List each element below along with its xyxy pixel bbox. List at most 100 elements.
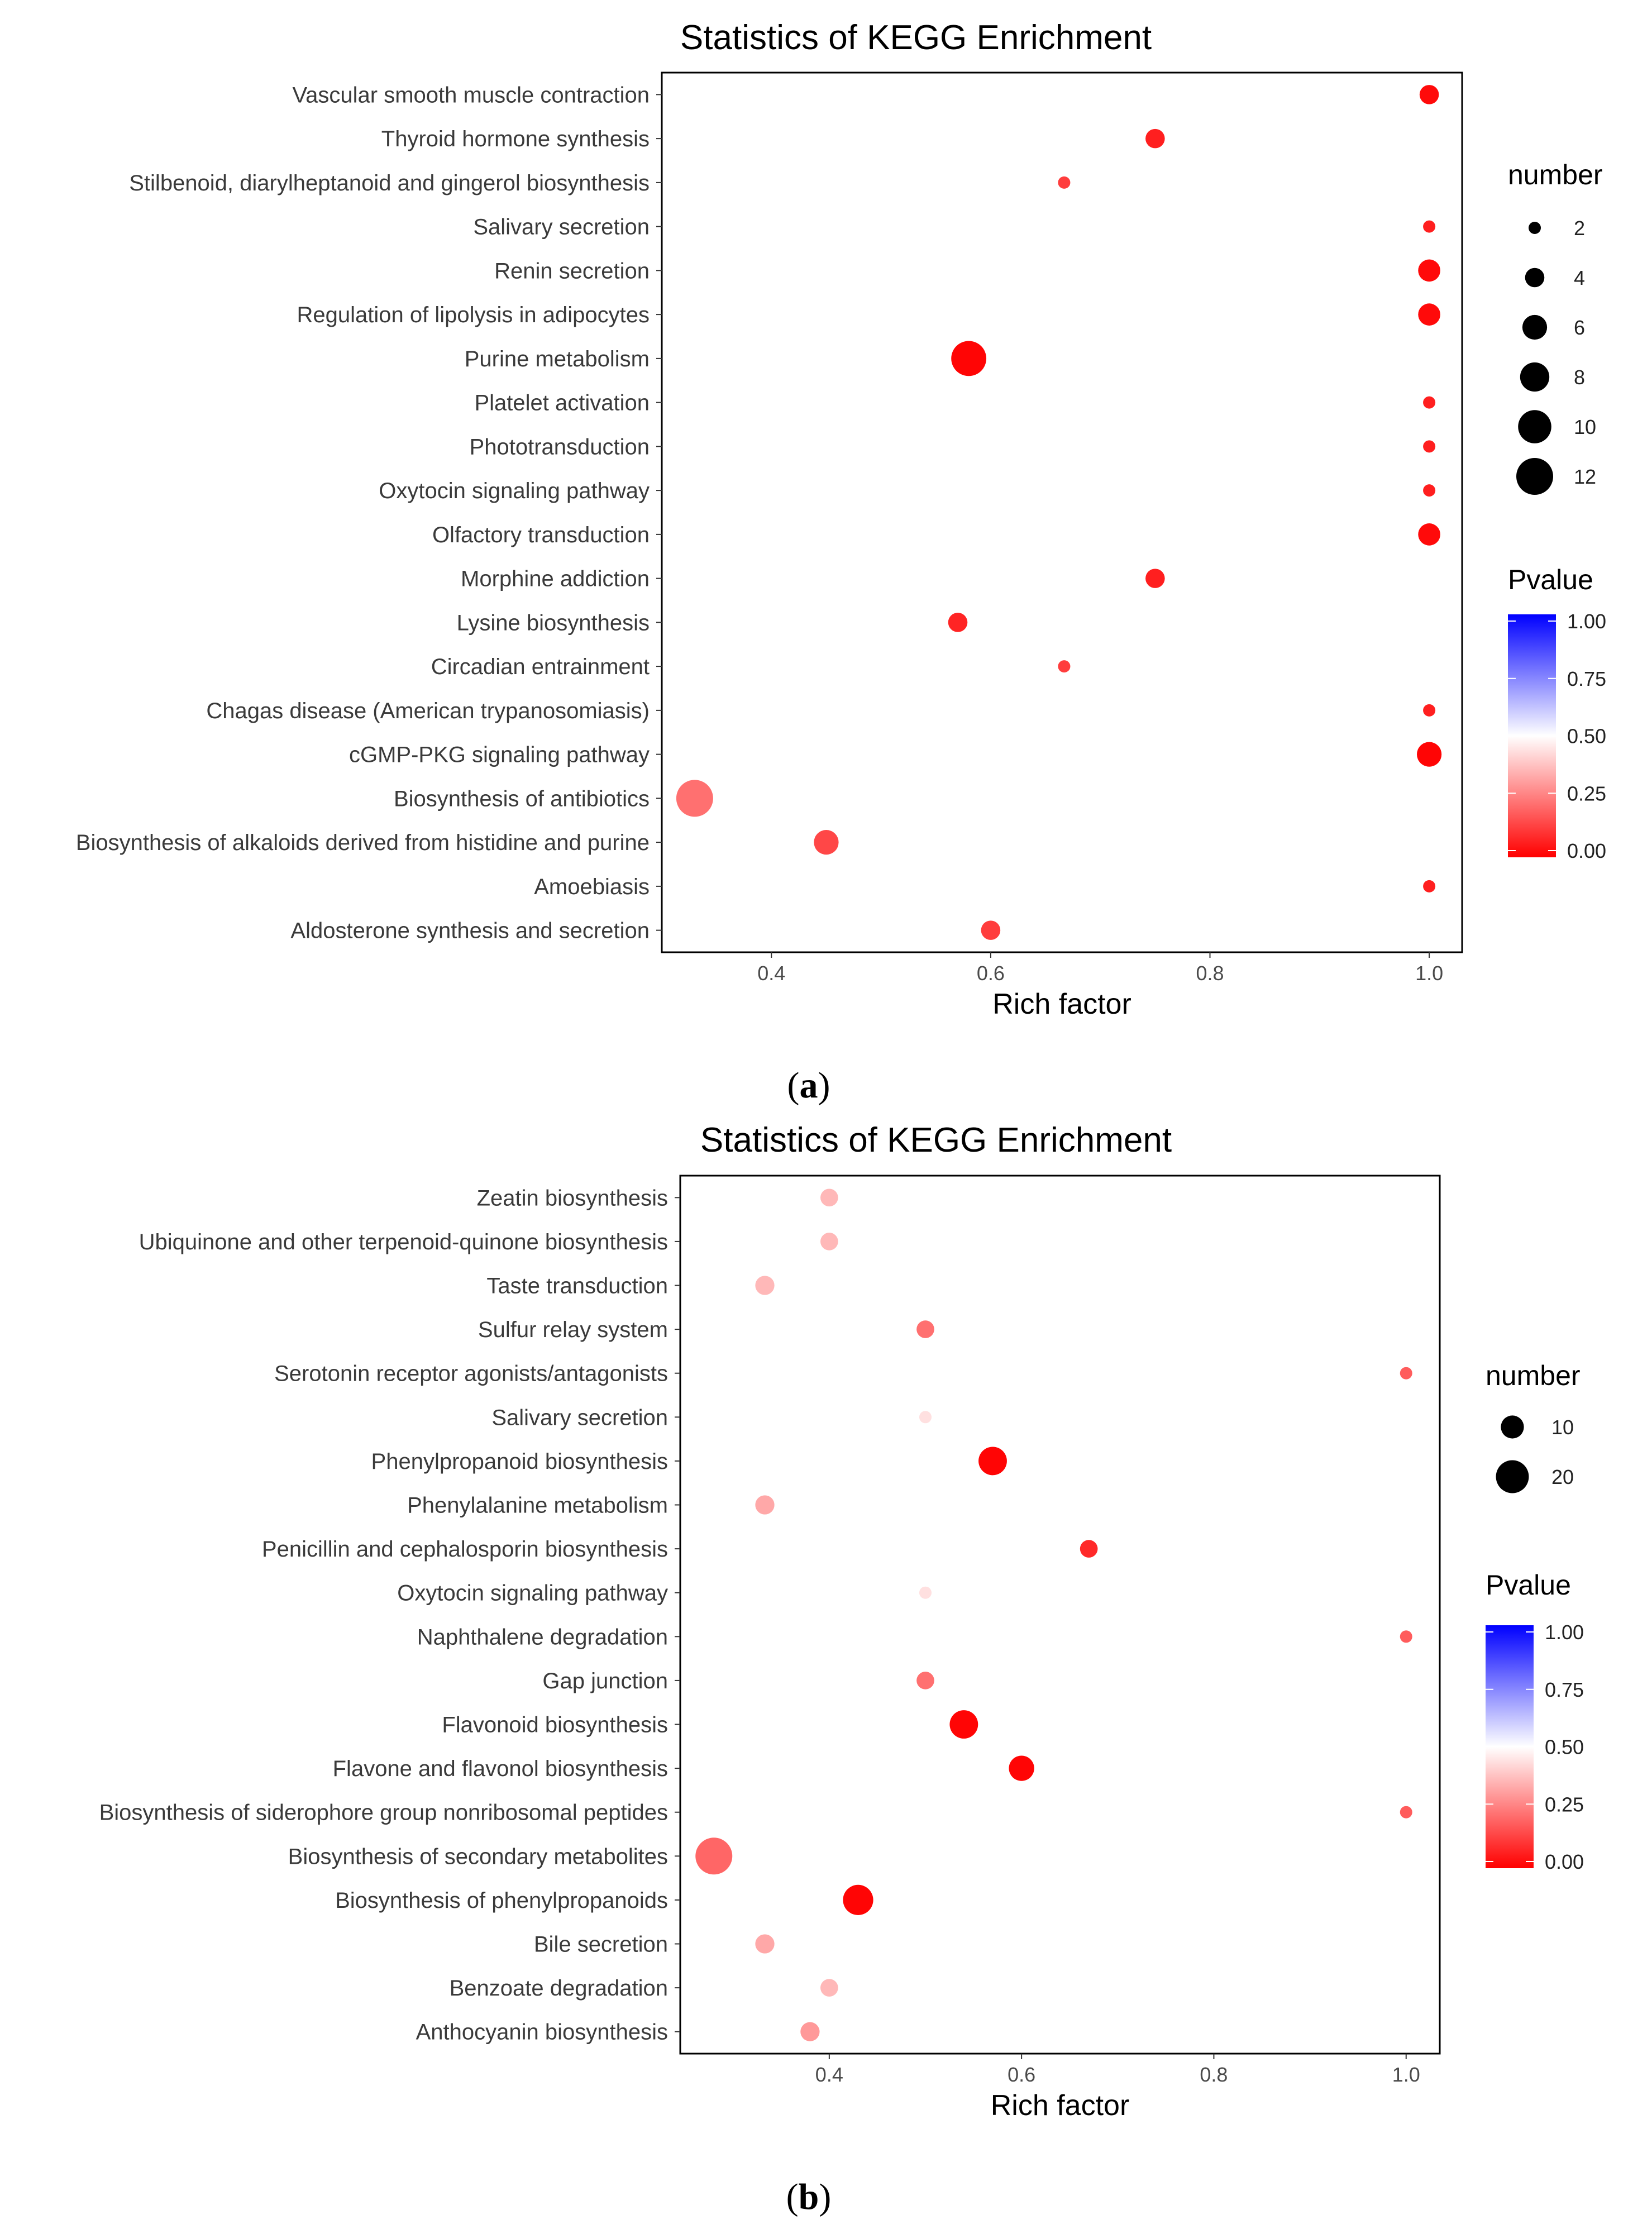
chart-title: Statistics of KEGG Enrichment xyxy=(680,18,1152,57)
x-tick-label: 0.6 xyxy=(1008,2063,1035,2086)
x-tick-label: 1.0 xyxy=(1415,962,1443,985)
data-point xyxy=(1400,1806,1412,1818)
data-point xyxy=(755,1934,775,1954)
panel-caption-letter: b xyxy=(799,2177,819,2217)
y-tick-label: Biosynthesis of siderophore group nonrib… xyxy=(99,1801,668,1825)
y-tick-label: Ubiquinone and other terpenoid-quinone b… xyxy=(139,1230,668,1254)
data-point xyxy=(949,1710,978,1739)
data-point xyxy=(919,1411,932,1424)
data-point xyxy=(1145,569,1165,588)
data-point xyxy=(814,830,839,855)
y-tick-label: Aldosterone synthesis and secretion xyxy=(290,919,650,943)
data-point xyxy=(1418,259,1440,282)
data-point xyxy=(800,2022,820,2041)
size-legend-label: 4 xyxy=(1574,266,1585,289)
color-legend-title: Pvalue xyxy=(1486,1569,1571,1601)
data-point xyxy=(1058,660,1071,673)
data-point xyxy=(755,1276,775,1295)
x-tick-label: 0.8 xyxy=(1196,962,1224,985)
size-legend-label: 6 xyxy=(1574,316,1585,339)
plot-frame xyxy=(661,71,1463,953)
y-tick-label: Biosynthesis of secondary metabolites xyxy=(288,1844,668,1869)
data-point xyxy=(695,1837,733,1875)
size-legend-title: number xyxy=(1486,1360,1581,1391)
y-tick-label: Regulation of lipolysis in adipocytes xyxy=(297,303,650,327)
y-tick-label: cGMP-PKG signaling pathway xyxy=(349,743,650,767)
data-point xyxy=(820,1233,838,1250)
data-point xyxy=(1416,742,1442,767)
y-tick-label: Renin secretion xyxy=(494,259,650,283)
y-tick-label: Flavonoid biosynthesis xyxy=(442,1713,668,1738)
y-tick-label: Salivary secretion xyxy=(491,1405,668,1430)
color-legend-title: Pvalue xyxy=(1508,564,1593,595)
panel-caption-letter: a xyxy=(800,1065,818,1106)
color-legend-label: 0.75 xyxy=(1545,1678,1584,1701)
color-legend-label: 0.50 xyxy=(1545,1736,1584,1759)
y-tick-label: Stilbenoid, diarylheptanoid and gingerol… xyxy=(129,171,650,195)
y-tick-label: Serotonin receptor agonists/antagonists xyxy=(274,1362,668,1386)
x-axis-title: Rich factor xyxy=(991,2089,1130,2122)
data-point xyxy=(948,613,968,632)
data-point xyxy=(820,1979,838,1997)
y-tick-label: Platelet activation xyxy=(474,391,650,416)
data-point xyxy=(1423,704,1436,717)
data-point xyxy=(1419,85,1439,104)
size-legend-key xyxy=(1522,314,1548,340)
data-point xyxy=(1400,1367,1412,1380)
size-legend-label: 10 xyxy=(1574,416,1596,438)
color-legend-bar xyxy=(1508,614,1556,857)
data-point xyxy=(1418,303,1440,326)
size-legend-key xyxy=(1529,222,1541,234)
size-legend-label: 2 xyxy=(1574,217,1585,240)
data-point xyxy=(1009,1755,1034,1781)
plot-frame xyxy=(679,1175,1441,2055)
size-legend-label: 10 xyxy=(1551,1416,1574,1439)
data-point xyxy=(1145,128,1165,149)
x-tick-label: 0.6 xyxy=(977,962,1005,985)
data-point xyxy=(1423,440,1436,453)
size-legend-key xyxy=(1516,458,1553,495)
x-tick-label: 1.0 xyxy=(1392,2063,1420,2086)
data-point xyxy=(1423,484,1436,497)
size-legend-key xyxy=(1518,410,1551,443)
data-point xyxy=(1058,176,1071,189)
data-point xyxy=(1400,1630,1412,1643)
color-legend-label: 0.75 xyxy=(1567,667,1606,690)
chart-panel-b: Statistics of KEGG Enrichment Zeatin bios… xyxy=(99,1121,1584,2217)
color-legend-label: 0.00 xyxy=(1567,839,1606,862)
x-axis-title: Rich factor xyxy=(992,988,1131,1020)
y-tick-label: Oxytocin signaling pathway xyxy=(397,1581,668,1606)
y-tick-label: Biosynthesis of alkaloids derived from h… xyxy=(76,830,650,855)
data-point xyxy=(916,1672,934,1689)
data-point xyxy=(1423,880,1436,892)
size-legend-key xyxy=(1501,1415,1524,1439)
y-tick-label: Flavone and flavonol biosynthesis xyxy=(333,1757,668,1781)
chart-title: Statistics of KEGG Enrichment xyxy=(700,1121,1172,1159)
x-tick-label: 0.4 xyxy=(815,2063,843,2086)
x-tick-label: 0.8 xyxy=(1200,2063,1228,2086)
y-tick-label: Taste transduction xyxy=(486,1274,668,1299)
y-tick-label: Naphthalene degradation xyxy=(417,1625,668,1649)
data-point xyxy=(755,1495,775,1515)
y-tick-label: Lysine biosynthesis xyxy=(457,610,650,635)
data-point xyxy=(676,780,713,817)
y-tick-label: Anthocyanin biosynthesis xyxy=(416,2020,668,2045)
y-tick-label: Purine metabolism xyxy=(465,347,650,371)
size-legend-label: 20 xyxy=(1551,1466,1574,1488)
y-tick-label: Phenylalanine metabolism xyxy=(407,1493,668,1518)
data-point xyxy=(820,1189,838,1207)
size-legend-key xyxy=(1525,268,1545,288)
color-legend-label: 0.00 xyxy=(1545,1850,1584,1873)
y-tick-label: Olfactory transduction xyxy=(432,523,650,547)
data-point xyxy=(843,1884,873,1915)
size-legend-key xyxy=(1520,362,1550,392)
y-tick-label: Gap junction xyxy=(542,1669,668,1693)
y-tick-label: Benzoate degradation xyxy=(450,1976,668,2001)
y-tick-label: Bile secretion xyxy=(534,1932,668,1957)
y-tick-label: Biosynthesis of antibiotics xyxy=(394,786,650,811)
x-tick-label: 0.4 xyxy=(757,962,785,985)
y-tick-label: Amoebiasis xyxy=(534,875,650,899)
data-point xyxy=(1423,220,1436,233)
y-tick-label: Biosynthesis of phenylpropanoids xyxy=(335,1888,668,1913)
data-point xyxy=(1080,1540,1098,1558)
